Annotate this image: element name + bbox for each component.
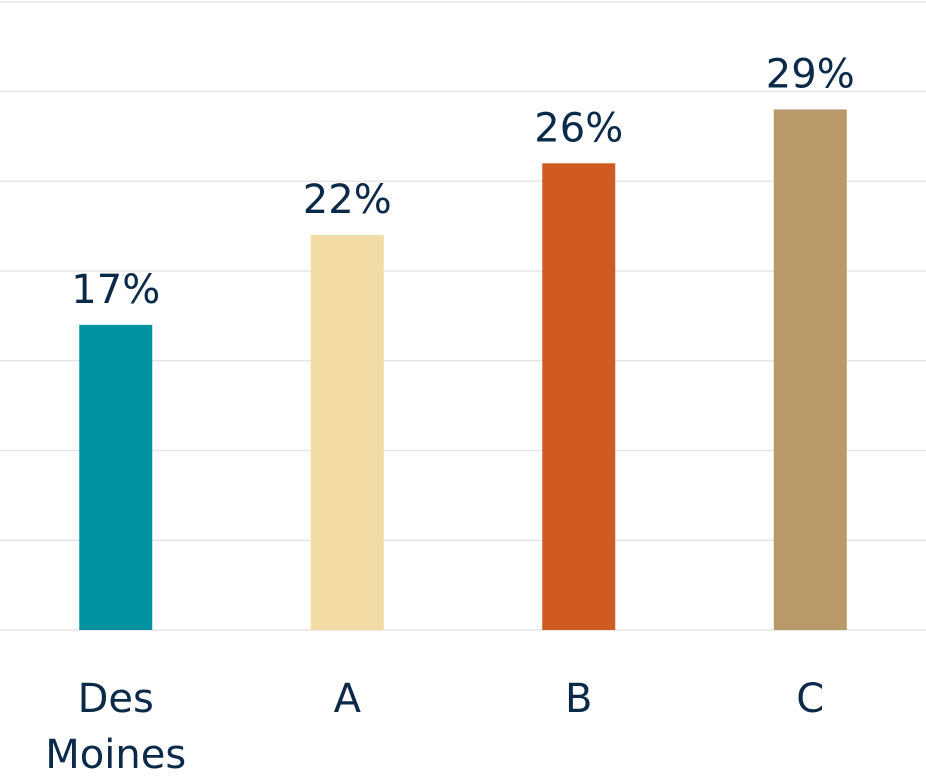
- category-label-des-moines: Des Moines: [45, 676, 186, 778]
- bar-des-moines: [79, 324, 153, 630]
- bars: [79, 109, 847, 631]
- value-label-b: 26%: [534, 105, 623, 151]
- gridlines: [0, 1, 926, 631]
- category-label-line: Des: [78, 676, 154, 722]
- value-label-des-moines: 17%: [71, 267, 160, 313]
- category-label-line: C: [796, 676, 824, 722]
- category-label-line: Moines: [45, 732, 186, 778]
- value-label-a: 22%: [303, 177, 392, 223]
- category-label-a: A: [334, 676, 362, 722]
- category-label-b: B: [565, 676, 592, 722]
- bar-a: [310, 235, 384, 630]
- bar-b: [542, 163, 616, 631]
- value-labels: 17% 22% 26% 29%: [71, 51, 854, 312]
- category-label-line: B: [565, 676, 592, 722]
- category-label-c: C: [796, 676, 824, 722]
- bar-c: [773, 109, 847, 630]
- value-label-c: 29%: [766, 51, 855, 97]
- category-label-line: A: [334, 676, 362, 722]
- category-labels: Des Moines A B C: [45, 676, 824, 778]
